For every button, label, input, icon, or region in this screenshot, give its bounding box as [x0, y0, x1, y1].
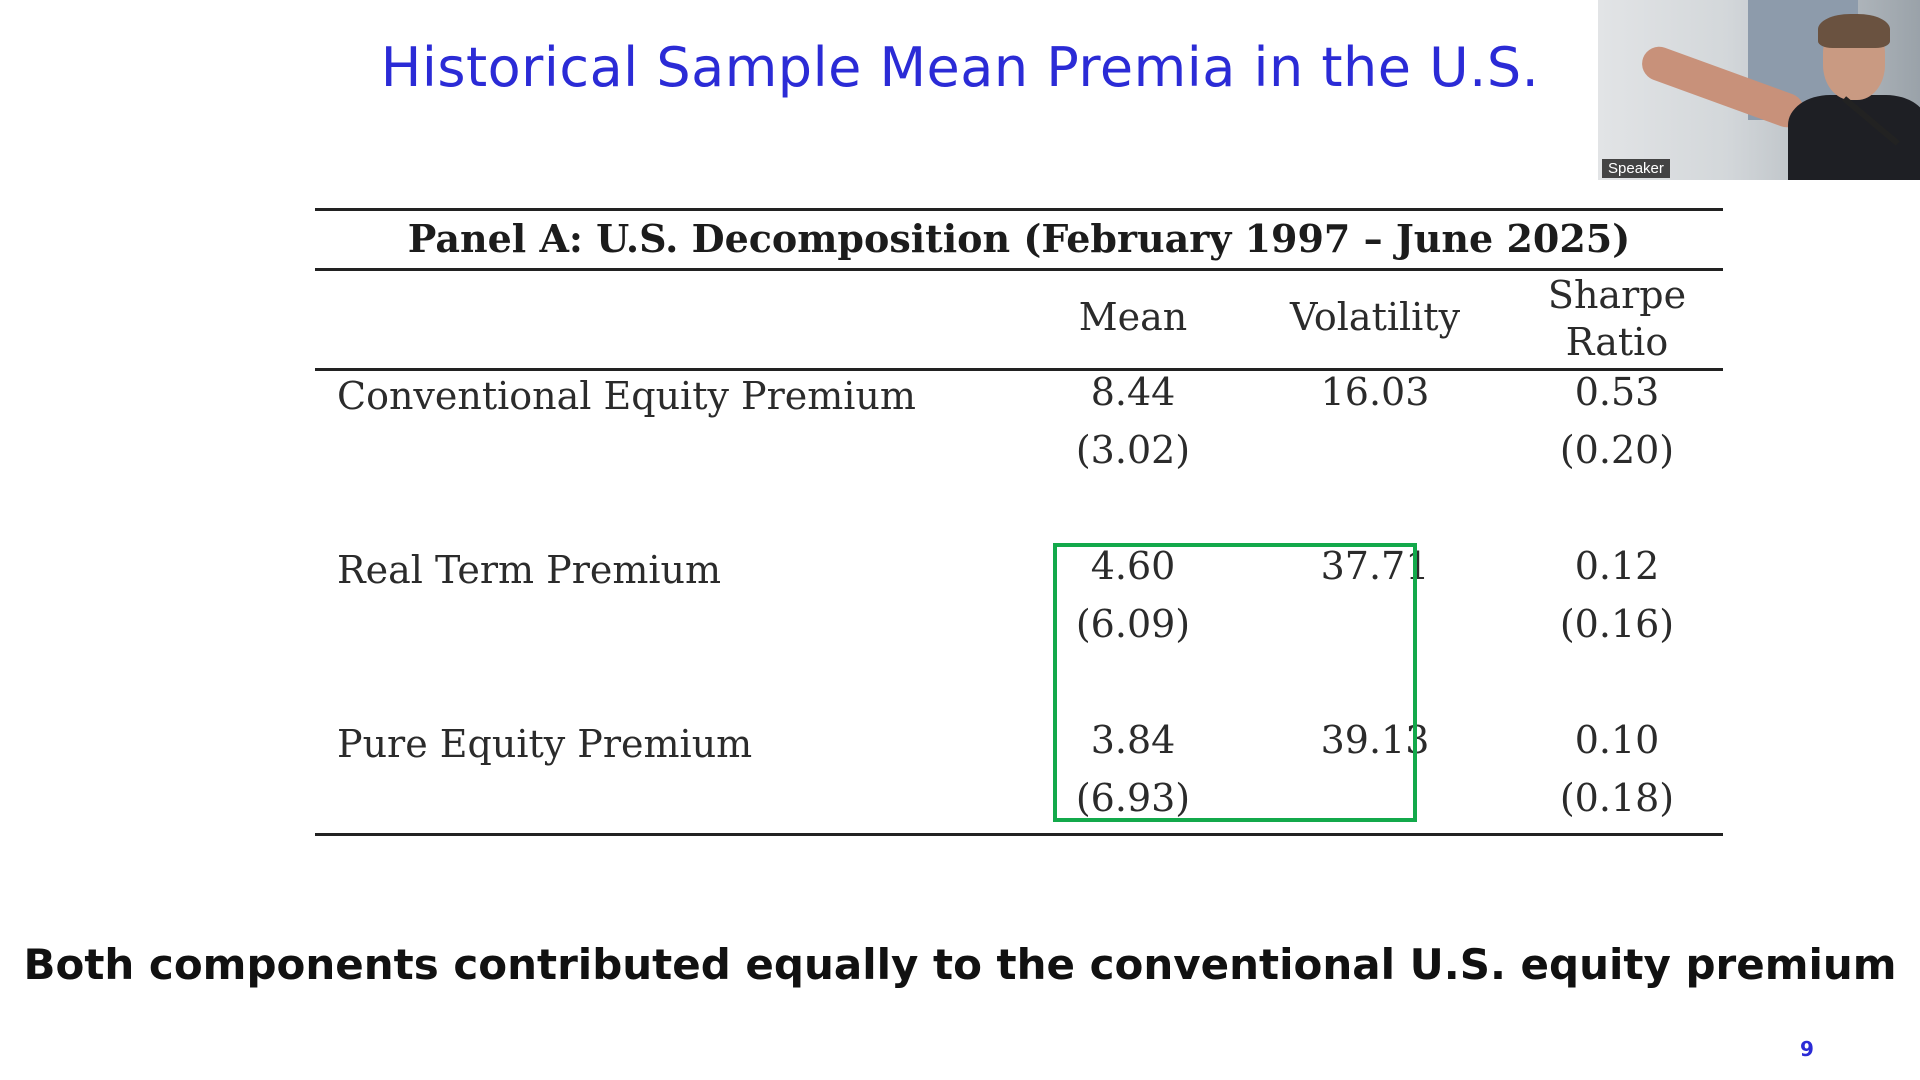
cell-pure-equity-mean: 3.84 [1090, 718, 1176, 762]
cell-real-term-mean-se: (6.09) [1075, 602, 1191, 646]
row-label-real-term: Real Term Premium [337, 548, 722, 592]
takeaway-text: Both components contributed equally to t… [23, 940, 1897, 989]
cell-pure-equity-mean-se: (6.93) [1075, 776, 1191, 820]
decomposition-table: Panel A: U.S. Decomposition (February 19… [315, 208, 1723, 838]
highlight-box [1053, 543, 1417, 822]
column-header-mean: Mean [1078, 295, 1188, 339]
row-label-conventional: Conventional Equity Premium [337, 374, 916, 418]
speaker-video-tile[interactable]: Speaker [1598, 0, 1920, 180]
panel-title: Panel A: U.S. Decomposition (February 19… [407, 216, 1631, 261]
page-number: 9 [1800, 1037, 1814, 1061]
row-label-pure-equity: Pure Equity Premium [337, 722, 753, 766]
speaker-name-label: Speaker [1602, 159, 1670, 178]
column-header-sharpe-line2: Ratio [1565, 320, 1669, 364]
cell-conventional-mean-se: (3.02) [1075, 428, 1191, 472]
slide-title: Historical Sample Mean Premia in the U.S… [380, 36, 1540, 99]
cell-real-term-mean: 4.60 [1090, 544, 1176, 588]
header-rule [315, 368, 1723, 371]
cell-conventional-sharpe-se: (0.20) [1559, 428, 1675, 472]
table-bottom-rule [315, 833, 1723, 836]
cell-pure-equity-sharpe: 0.10 [1574, 718, 1660, 762]
cell-conventional-mean: 8.44 [1090, 370, 1176, 414]
cell-real-term-volatility: 37.71 [1320, 544, 1430, 588]
column-header-sharpe-line1: Sharpe [1547, 273, 1687, 317]
cell-pure-equity-volatility: 39.13 [1320, 718, 1430, 762]
cell-conventional-volatility: 16.03 [1320, 370, 1430, 414]
cell-pure-equity-sharpe-se: (0.18) [1559, 776, 1675, 820]
cell-conventional-sharpe: 0.53 [1574, 370, 1660, 414]
column-header-volatility: Volatility [1289, 295, 1461, 339]
table-top-rule [315, 208, 1723, 211]
cell-real-term-sharpe-se: (0.16) [1559, 602, 1675, 646]
panel-title-rule [315, 268, 1723, 271]
cell-real-term-sharpe: 0.12 [1574, 544, 1660, 588]
speaker-hair [1818, 14, 1890, 48]
